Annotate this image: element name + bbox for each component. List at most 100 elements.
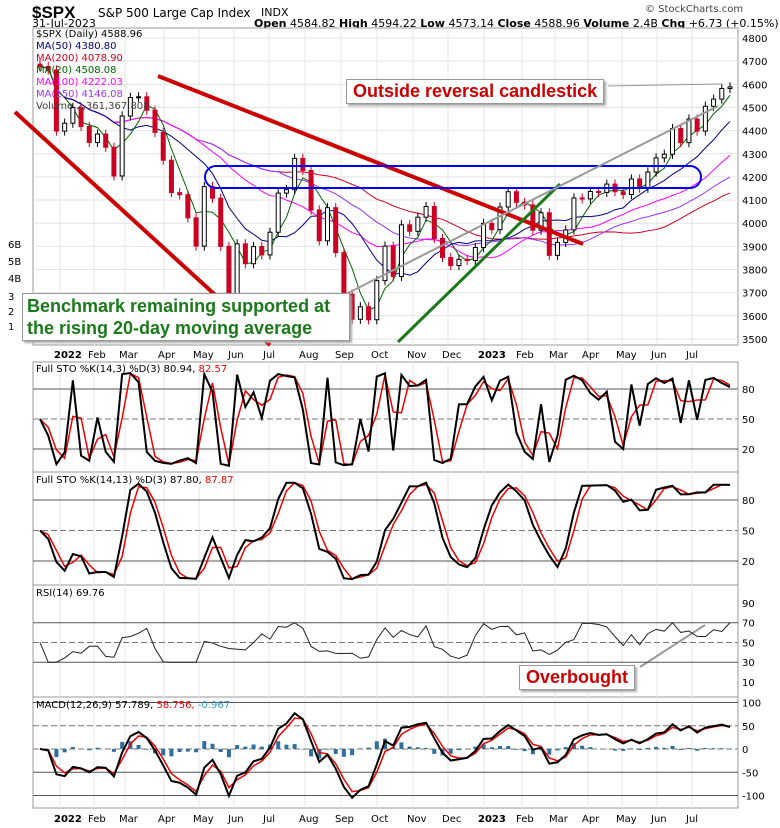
x-tick-label-bottom: Apr (582, 814, 600, 825)
macd-label: MACD(12,26,9) 57.789, 58.756, -0.967 (36, 700, 231, 711)
x-tick-label-bottom: May (616, 814, 637, 825)
panel-macd (32, 696, 739, 809)
macd-histogram-bar (292, 744, 297, 749)
candle-body (316, 209, 322, 242)
y-tick-label: 4200 (742, 173, 767, 184)
x-tick-label-bottom: Sep (335, 814, 354, 825)
macd-histogram-bar (276, 741, 281, 749)
legend-ma100: MA(100) 4222.03 (36, 77, 123, 88)
high-value: 4594.22 (371, 17, 417, 30)
candle-body (201, 186, 207, 247)
y-tick-label: 4400 (742, 127, 767, 138)
candle-body (152, 109, 158, 133)
low-value: 4573.14 (448, 17, 494, 30)
macd-histogram-bar (654, 746, 659, 749)
y-tick-label: 4700 (742, 57, 767, 68)
macd-tick-label: -50 (742, 768, 758, 779)
candle-body (513, 191, 519, 203)
candle-body (193, 217, 199, 247)
x-tick-label-bottom: Aug (299, 814, 319, 825)
macd-histogram-bar (325, 749, 330, 750)
macd-histogram-bar (448, 749, 453, 754)
macd-histogram-bar (235, 745, 240, 749)
candle-body (670, 128, 675, 155)
candle-body (596, 190, 602, 193)
macd-histogram-bar (489, 747, 494, 749)
rsi-line (39, 621, 731, 663)
candle-body (119, 115, 125, 177)
candle-body (78, 106, 84, 127)
macd-histogram-bar (111, 749, 116, 752)
sto2-d-line (39, 481, 731, 580)
candle-body (53, 69, 59, 132)
candle-body (653, 157, 659, 173)
quote-line: Open 4584.82 High 4594.22 Low 4573.14 Cl… (254, 17, 779, 30)
macd-histogram-bar (95, 747, 100, 749)
x-tick-label-bottom: Mar (549, 814, 569, 825)
macd-histogram-bar (588, 747, 593, 749)
candle-body (37, 63, 43, 67)
y-tick-label: 4500 (742, 103, 767, 114)
x-tick-label-bottom: 2022 (54, 814, 82, 825)
symbol: $SPX (32, 3, 76, 22)
candle-body (727, 86, 733, 89)
macd-histogram-bar (686, 747, 691, 749)
macd-histogram-bar (703, 747, 708, 749)
sto2-label: Full STO %K(14,13) %D(3) 87.80, 87.87 (36, 475, 234, 486)
candle-body (489, 222, 495, 231)
sto1-tick-label: 80 (742, 385, 755, 396)
candle-body (349, 293, 355, 320)
volume-tick-label: 2 (8, 307, 14, 318)
open-value: 4584.82 (290, 17, 336, 30)
candle-body (472, 247, 478, 261)
macd-signal-line (39, 717, 731, 793)
macd-histogram-bar (62, 749, 67, 753)
macd-histogram-bar (358, 748, 363, 749)
macd-histogram-bar (226, 749, 231, 758)
x-tick-label: Mar (549, 350, 569, 361)
y-tick-label: 4300 (742, 150, 767, 161)
x-tick-label: May (193, 350, 214, 361)
candle-body (407, 224, 413, 232)
macd-histogram-bar (662, 747, 667, 749)
candle-body (702, 105, 708, 132)
candle-body (366, 306, 372, 321)
macd-histogram-bar (415, 747, 420, 749)
y-tick-label: 3900 (742, 242, 767, 253)
macd-histogram-bar (169, 749, 174, 757)
x-tick-label-bottom: Jul (685, 814, 698, 825)
macd-line (39, 711, 731, 800)
chart-date: 31-Jul-2023 (32, 17, 96, 30)
rsi-label: RSI(14) 69.76 (36, 588, 105, 599)
candle-body (382, 245, 388, 282)
volume-tick-label: 4B (8, 274, 21, 285)
sto1-tick-label: 20 (742, 445, 755, 456)
macd-histogram-bar (719, 748, 724, 749)
macd-histogram-bar (424, 747, 429, 749)
macd-histogram-bar (218, 749, 223, 753)
candle-body (448, 256, 454, 267)
macd-histogram-bar (243, 746, 248, 749)
y-tick-label: 3600 (742, 312, 767, 323)
candle-body (357, 306, 363, 320)
x-tick-label-bottom: Jun (227, 814, 244, 825)
macd-histogram-bar (210, 743, 215, 749)
macd-histogram-bar (144, 749, 149, 750)
x-tick-label: Oct (371, 350, 388, 361)
macd-histogram-bar (621, 749, 626, 751)
candle-body (242, 243, 248, 265)
x-tick-label: Jun (227, 350, 244, 361)
x-tick-label-bottom: Mar (119, 814, 139, 825)
legend-ma200: MA(200) 4078.90 (36, 53, 123, 64)
x-tick-label-bottom: Apr (158, 814, 176, 825)
macd-histogram-bar (70, 747, 75, 749)
candle-body (218, 197, 224, 247)
macd-histogram-bar (136, 744, 141, 749)
macd-histogram-bar (678, 749, 683, 751)
candle-body (177, 192, 183, 196)
candle-body (546, 212, 552, 256)
macd-histogram-bar (498, 745, 502, 749)
x-tick-label-bottom: Feb (88, 814, 106, 825)
candle-body (678, 128, 684, 144)
